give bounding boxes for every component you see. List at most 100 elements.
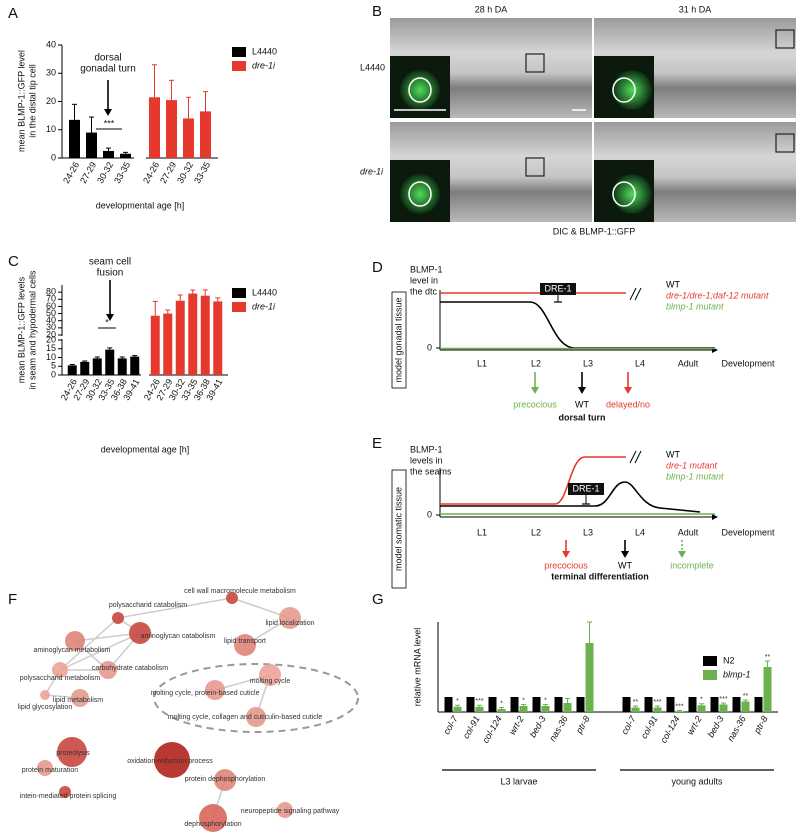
side-box [391,291,407,389]
x-tick-label: 27-29 [78,160,98,185]
side-box [391,469,407,589]
node [259,664,281,686]
node-label: aminoglycan metabolism [33,647,110,654]
bar [92,358,102,375]
significance: *** [104,118,115,128]
bar [719,704,728,712]
legend-label: L4440 [252,46,277,56]
cell-outline [408,77,432,103]
arrow-head [624,387,632,394]
y-tick-label: 20 [46,329,56,339]
bar [585,643,594,712]
side-label: model gonadal tissue [393,297,403,382]
outcome-label: WT [575,399,589,409]
node-label: polysaccharid catabolism [109,602,187,609]
outcome-label: incomplete [670,560,714,570]
bar [510,697,519,712]
y-tick-label: 0 [51,369,56,379]
bar [200,295,210,375]
arrow-head [621,551,629,558]
x-tick-label: col-91 [461,714,482,740]
panel-letter: G [372,591,384,608]
stage-label: Adult [678,358,699,368]
marker-box [540,283,576,295]
y-tick-label: 10 [46,352,56,362]
legend-swatch [232,302,246,312]
node [226,592,238,604]
outcome-label: WT [618,560,632,570]
node [59,786,71,798]
arrow-head [678,551,686,558]
break-mark [629,450,637,464]
cluster-outline [153,663,359,733]
arrow-head [562,551,570,558]
annotation: gonadal turn [80,64,136,75]
legend-swatch [232,47,246,57]
y-tick-label: 20 [46,334,56,344]
event-label: terminal differentiation [551,571,649,581]
bar [754,697,763,712]
curve [440,481,701,513]
x-tick-label: 33-35 [192,160,212,185]
node-label: protein maturation [22,767,79,774]
node [40,690,50,700]
node [112,612,124,624]
column-label: 28 h DA [475,4,508,14]
node [71,689,89,707]
bar [105,349,115,375]
x-axis-label: Development [721,527,775,537]
y-axis-label: the dtc [410,286,438,296]
bar [697,705,706,712]
annotation: seam cell [89,257,131,268]
legend-label: blmp-1 mutant [666,471,724,481]
node [279,607,301,629]
x-tick-label: 24-26 [61,160,81,185]
legend-swatch [703,656,717,666]
marker-label: DRE-1 [544,283,571,293]
node [99,661,117,679]
significance: ** [743,693,749,700]
node-label: intein-mediated protein splicing [20,793,117,800]
bar [688,697,697,712]
node [154,742,190,778]
stage-label: L1 [477,358,487,368]
x-tick-label: 24-26 [141,160,161,185]
bar [200,111,211,158]
row-label: L4440 [360,62,385,72]
break-mark [629,287,637,301]
node [214,769,236,791]
legend-label: dre-1 mutant [666,460,718,470]
bar [763,667,772,712]
bar [475,706,484,712]
node-label: lipid transport [224,638,266,645]
node-label: molting cycle [250,678,291,685]
y-axis-label: levels in [410,455,443,465]
arrow-head [104,109,112,116]
bar [710,697,719,712]
significance: * [700,697,703,704]
node-label: carbohydrate catabolism [92,665,168,672]
node-label: polysaccharid metabolism [20,675,101,682]
panel-letter: C [8,253,19,270]
x-axis-label: developmental age [h] [101,444,190,454]
gfp-signal [612,174,652,214]
x-tick-label: col-124 [480,714,503,745]
significance: *** [653,699,661,706]
annotation: fusion [97,268,124,279]
bar [175,300,185,375]
bar [741,701,750,712]
bar [644,697,653,712]
panel-letter: D [372,259,383,276]
x-tick-label: ptr-8 [573,714,591,736]
y-tick-label: 80 [46,287,56,297]
y-tick-label: 15 [46,343,56,353]
significance: * [105,317,109,327]
y-tick-label: 0 [51,152,56,162]
node [205,680,225,700]
stage-label: L4 [635,358,645,368]
x-tick-label: col-7 [441,713,460,736]
bar [576,697,585,712]
bar [213,301,223,375]
x-axis-label: developmental age [h] [96,200,185,210]
group-label: L3 larvae [500,776,537,786]
